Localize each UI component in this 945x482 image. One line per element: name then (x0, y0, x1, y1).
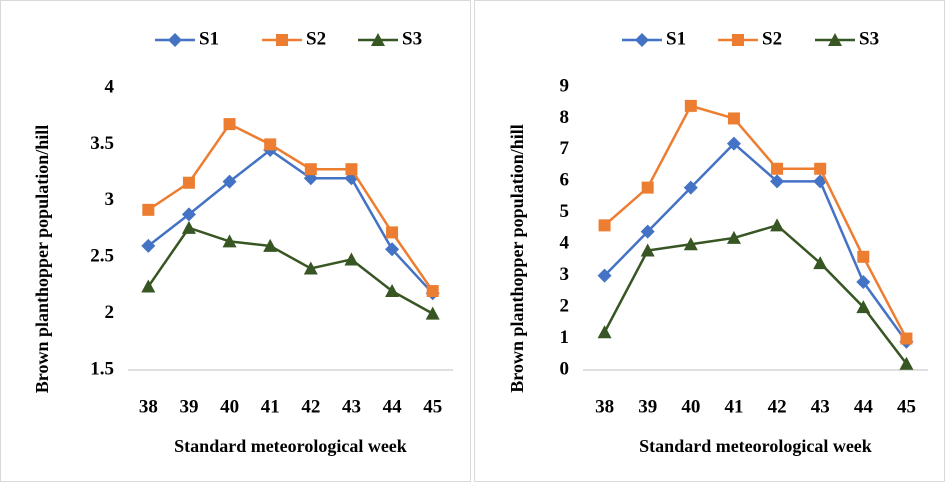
data-point (425, 306, 440, 320)
data-point (727, 112, 740, 125)
legend-marker (371, 33, 385, 46)
data-point (597, 325, 612, 339)
x-tick-label: 38 (139, 396, 158, 417)
data-point (426, 285, 439, 298)
y-tick-label: 2.5 (90, 246, 114, 267)
data-point (385, 242, 400, 257)
series-line (603, 104, 908, 340)
legend-label: S3 (402, 28, 422, 49)
data-point (303, 261, 318, 275)
x-tick-label: 41 (724, 396, 743, 417)
x-tick-label: 39 (638, 396, 657, 417)
data-point (683, 180, 698, 195)
data-point (684, 99, 697, 112)
x-tick-label: 44 (383, 396, 403, 417)
data-point (141, 279, 156, 293)
legend-marker (732, 34, 744, 46)
y-tick-label: 3 (560, 264, 570, 285)
y-tick-label: 1 (560, 327, 570, 348)
x-axis-title: Standard meteorological week (174, 436, 407, 456)
data-point (726, 230, 741, 244)
series-line (147, 122, 434, 292)
y-tick-label: 7 (560, 138, 570, 159)
legend-label: S2 (306, 28, 326, 49)
data-point (304, 163, 317, 176)
legend-marker (168, 33, 182, 47)
y-tick-label: 0 (560, 358, 570, 379)
data-point (182, 176, 195, 189)
legend-marker (828, 33, 842, 46)
data-point (770, 174, 785, 189)
data-point (141, 238, 156, 253)
y-tick-label: 5 (560, 201, 570, 222)
x-tick-label: 41 (261, 396, 280, 417)
y-tick-label: 4 (105, 76, 115, 97)
data-point (856, 274, 871, 289)
y-tick-label: 6 (560, 170, 570, 191)
y-axis-title: Brown planthopper population/hill (507, 124, 527, 392)
y-tick-label: 1.5 (90, 358, 114, 379)
y-tick-label: 9 (560, 75, 570, 96)
y-axis-title: Brown planthopper population/hill (32, 125, 52, 393)
data-point (641, 181, 654, 194)
data-point (726, 136, 741, 151)
x-tick-label: 45 (897, 396, 916, 417)
y-tick-label: 2 (105, 302, 115, 323)
data-point (900, 332, 913, 345)
data-point (344, 252, 359, 266)
data-point (857, 250, 870, 263)
data-point (683, 237, 698, 251)
data-point (771, 162, 784, 175)
x-tick-label: 38 (595, 396, 614, 417)
data-point (181, 220, 196, 234)
y-tick-label: 3.5 (90, 133, 114, 154)
x-tick-label: 40 (681, 396, 700, 417)
data-point (223, 118, 236, 131)
data-point (263, 238, 278, 252)
x-tick-label: 42 (768, 396, 787, 417)
data-point (345, 163, 358, 176)
series-line (603, 141, 908, 343)
data-point (640, 243, 655, 257)
data-point (640, 224, 655, 239)
y-tick-label: 3 (105, 189, 115, 210)
x-tick-label: 43 (811, 396, 830, 417)
legend-label: S3 (859, 28, 879, 49)
x-tick-label: 45 (423, 396, 442, 417)
data-point (813, 256, 828, 270)
data-point (181, 207, 196, 222)
series-line (603, 223, 908, 365)
legend-marker (635, 33, 649, 47)
x-tick-label: 39 (179, 396, 198, 417)
y-tick-label: 8 (560, 107, 570, 128)
x-tick-label: 40 (220, 396, 239, 417)
legend-label: S2 (762, 28, 782, 49)
series-line (147, 148, 434, 295)
data-point (142, 203, 155, 216)
data-point (597, 268, 612, 283)
series-line (147, 226, 434, 315)
x-tick-label: 44 (854, 396, 874, 417)
data-point (856, 300, 871, 314)
y-tick-label: 4 (560, 233, 570, 254)
data-point (598, 219, 611, 232)
data-point (386, 226, 399, 239)
data-point (222, 174, 237, 189)
legend-marker (276, 34, 288, 46)
y-tick-label: 2 (560, 295, 570, 316)
data-point (222, 234, 237, 248)
data-point (814, 162, 827, 175)
legend-label: S1 (199, 28, 219, 49)
data-point (264, 138, 277, 151)
data-point (385, 284, 400, 298)
x-tick-label: 43 (342, 396, 361, 417)
data-point (899, 356, 914, 370)
legend-label: S1 (666, 28, 686, 49)
x-axis-title: Standard meteorological week (639, 436, 872, 456)
data-point (770, 218, 785, 232)
x-tick-label: 42 (301, 396, 320, 417)
